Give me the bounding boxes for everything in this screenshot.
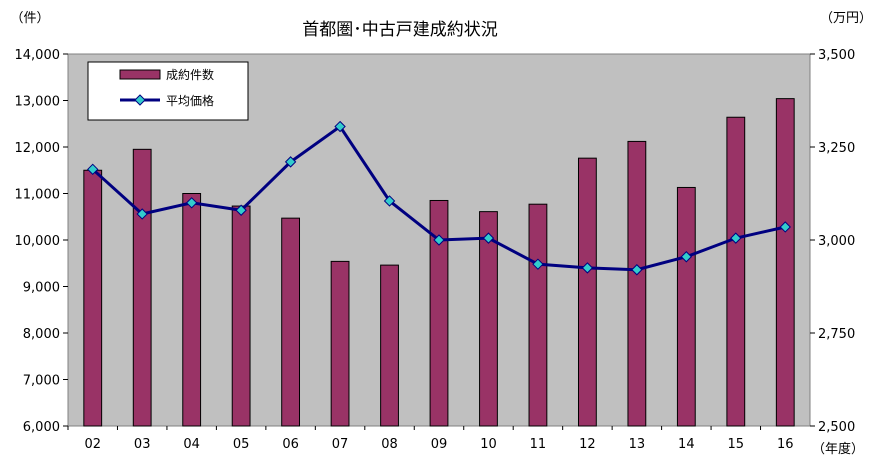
x-tick-label: 13 xyxy=(629,437,646,452)
x-tick-label: 15 xyxy=(728,437,745,452)
right-tick-label: 2,500 xyxy=(818,420,855,435)
line-point xyxy=(185,197,198,209)
line-point xyxy=(532,258,544,270)
legend-line-label: 平均価格 xyxy=(166,93,214,108)
bar xyxy=(479,211,498,427)
left-tick-label: 13,000 xyxy=(15,95,61,110)
bar xyxy=(528,203,548,427)
line-point xyxy=(433,234,445,246)
right-tick-label: 3,500 xyxy=(818,48,855,63)
bar xyxy=(330,260,350,427)
left-tick-label: 10,000 xyxy=(15,234,61,249)
left-tick-label: 11,000 xyxy=(15,188,61,203)
right-axis-unit: （万円） xyxy=(820,11,872,26)
bar xyxy=(83,169,103,427)
bar xyxy=(182,193,202,427)
legend: 成約件数 平均価格 xyxy=(87,61,249,121)
line-point xyxy=(779,221,791,233)
bar xyxy=(132,148,152,427)
x-tick-label: 10 xyxy=(480,437,497,452)
x-tick-label: 11 xyxy=(530,437,547,452)
chart-title: 首都圏･中古戸建成約状況 xyxy=(302,20,498,40)
right-tick-label: 3,250 xyxy=(818,141,855,156)
line-point xyxy=(482,232,495,244)
bar xyxy=(429,199,449,427)
legend-box xyxy=(87,61,249,121)
line-point xyxy=(730,232,742,244)
legend-line-marker xyxy=(134,94,146,106)
bar xyxy=(231,205,251,427)
x-tick-label: 12 xyxy=(579,437,596,452)
x-tick-label: 09 xyxy=(431,437,448,452)
right-tick-label: 2,750 xyxy=(818,327,855,342)
legend-bar-label: 成約件数 xyxy=(166,67,214,82)
legend-bar-swatch xyxy=(119,69,161,80)
x-axis-unit: （年度） xyxy=(812,441,864,457)
x-tick-label: 05 xyxy=(233,437,250,452)
x-tick-label: 02 xyxy=(84,437,101,452)
line-point xyxy=(383,195,396,207)
left-tick-label: 7,000 xyxy=(23,374,60,389)
bar xyxy=(676,186,696,427)
x-tick-label: 14 xyxy=(678,437,695,452)
line-point xyxy=(631,264,643,276)
line-point xyxy=(284,156,297,168)
line-point xyxy=(581,262,594,274)
bar xyxy=(577,157,597,427)
line-point xyxy=(87,163,99,176)
bar xyxy=(726,116,746,427)
x-tick-label: 04 xyxy=(183,437,200,452)
left-tick-label: 8,000 xyxy=(23,327,60,342)
right-axis: 2,500 2,750 3,000 3,250 3,500 xyxy=(810,48,855,435)
line-point xyxy=(235,204,247,216)
x-tick-label: 08 xyxy=(381,437,398,452)
left-axis: 6,000 7,000 8,000 9,000 10,000 11,000 12,000 13… xyxy=(15,48,68,435)
line-point xyxy=(680,251,693,263)
bar xyxy=(281,217,301,427)
line-point xyxy=(334,120,346,133)
bar xyxy=(775,98,795,427)
x-tick-label: 07 xyxy=(332,437,349,452)
bar-series xyxy=(83,98,795,427)
left-tick-label: 6,000 xyxy=(23,420,60,435)
left-axis-unit: （件） xyxy=(10,11,49,26)
left-tick-label: 12,000 xyxy=(15,141,61,156)
bar xyxy=(627,140,647,427)
line-series xyxy=(87,120,791,276)
bar xyxy=(380,264,399,427)
x-tick-label: 03 xyxy=(134,437,151,452)
line-point xyxy=(136,208,148,220)
x-tick-label: 06 xyxy=(282,437,299,452)
left-tick-label: 9,000 xyxy=(23,281,60,296)
x-tick-label: 16 xyxy=(777,437,794,452)
right-tick-label: 3,000 xyxy=(818,234,855,249)
left-tick-label: 14,000 xyxy=(15,48,61,63)
x-axis: 02 03 04 05 06 07 08 09 10 11 12 13 14 15 16 xyxy=(67,426,794,452)
